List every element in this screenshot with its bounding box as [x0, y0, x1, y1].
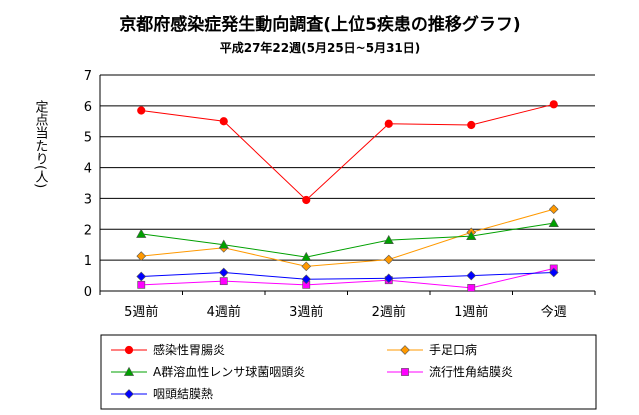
- data-point: [137, 106, 146, 115]
- legend-box: [100, 334, 597, 410]
- series-line: [141, 208, 554, 267]
- x-tick-label: 4週前: [207, 304, 241, 320]
- series-line: [141, 222, 554, 258]
- data-point: [383, 273, 394, 284]
- legend-item: 咽頭結膜熱: [111, 387, 213, 401]
- series-4: [137, 264, 558, 292]
- chart-title: 京都府感染症発生動向調査(上位5疾患の推移グラフ): [119, 14, 520, 35]
- series-5: [136, 267, 559, 285]
- legend-marker: [123, 366, 135, 376]
- y-tick-label: 1: [84, 254, 92, 269]
- legend-marker: [124, 389, 134, 399]
- data-point: [302, 195, 311, 205]
- data-point: [467, 120, 476, 130]
- data-point: [136, 251, 147, 261]
- legend-label: 咽頭結膜熱: [153, 387, 213, 401]
- data-point: [301, 274, 312, 285]
- data-point: [136, 271, 147, 282]
- data-point: [301, 251, 312, 261]
- y-tick-label: 0: [84, 285, 92, 300]
- data-point: [467, 284, 476, 292]
- legend-label: 流行性角結膜炎: [429, 365, 513, 379]
- data-point: [218, 267, 229, 278]
- legend-label: A群溶血性レンサ球菌咽頭炎: [153, 364, 305, 379]
- y-tick-label: 7: [84, 69, 92, 84]
- data-point: [136, 228, 147, 238]
- y-tick-label: 6: [84, 100, 92, 115]
- data-point: [548, 204, 559, 215]
- series-1: [137, 100, 558, 205]
- legend-item: 流行性角結膜炎: [387, 365, 513, 379]
- series-2: [136, 204, 559, 272]
- series-line: [141, 271, 554, 280]
- legend-marker: [400, 345, 410, 355]
- x-tick-label: 5週前: [124, 304, 158, 320]
- y-tick-label: 5: [84, 131, 92, 146]
- data-point: [548, 217, 559, 228]
- data-point: [301, 261, 312, 272]
- x-tick-label: 今週: [541, 304, 567, 320]
- series-line: [141, 103, 554, 201]
- data-point: [384, 119, 393, 128]
- data-point: [218, 239, 229, 249]
- data-point: [466, 230, 477, 240]
- chart-subtitle: 平成27年22週(5月25日~5月31日): [220, 40, 421, 55]
- data-point: [548, 267, 559, 278]
- legend-label: 感染性胃腸炎: [153, 342, 225, 357]
- series-line: [141, 267, 554, 289]
- legend-item: A群溶血性レンサ球菌咽頭炎: [111, 364, 305, 379]
- y-tick-label: 2: [84, 223, 92, 238]
- data-point: [137, 280, 146, 289]
- legend-item: 感染性胃腸炎: [111, 342, 225, 357]
- x-tick-label: 2週前: [372, 304, 406, 320]
- legend-label: 手足口病: [429, 342, 477, 357]
- data-point: [383, 254, 394, 265]
- legend-marker: [401, 368, 409, 376]
- data-point: [219, 277, 228, 286]
- x-tick-label: 3週前: [289, 304, 323, 320]
- x-tick-label: 1週前: [454, 304, 488, 320]
- series-3: [136, 217, 559, 261]
- y-tick-label: 3: [84, 192, 92, 207]
- legend-marker: [124, 345, 134, 355]
- data-point: [549, 100, 558, 109]
- y-axis-label: 定点当たり(人): [33, 100, 49, 188]
- y-tick-label: 4: [84, 162, 92, 177]
- legend-item: 手足口病: [387, 342, 477, 357]
- data-point: [466, 270, 477, 281]
- data-point: [383, 234, 394, 244]
- data-point: [219, 117, 228, 126]
